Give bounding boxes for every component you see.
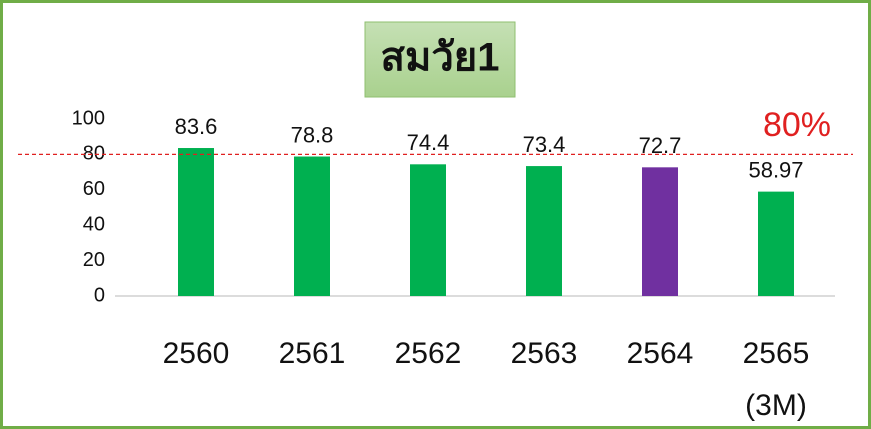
bar <box>642 167 678 296</box>
y-tick-label: 40 <box>83 213 105 235</box>
bar <box>758 191 794 296</box>
x-tick-label: 2564 <box>626 337 694 370</box>
bar <box>526 166 562 296</box>
bar <box>178 148 214 296</box>
x-tick-label: 2562 <box>394 337 462 370</box>
data-label: 78.8 <box>291 122 334 147</box>
x-tick-label: 2563 <box>510 337 578 370</box>
data-label: 73.4 <box>523 132 566 157</box>
x-tick-label-box: 2563 <box>510 337 578 370</box>
bar <box>410 164 446 296</box>
y-tick-label: 20 <box>83 249 105 271</box>
x-tick-label: 2561 <box>278 337 346 370</box>
data-label: 74.4 <box>407 130 450 155</box>
x-tick-label-box: 2564 <box>626 337 694 370</box>
x-tick-label-box: 2562 <box>394 337 462 370</box>
bar <box>294 156 330 296</box>
reference-label: 80% <box>763 106 831 144</box>
y-tick-label: 100 <box>72 107 105 129</box>
title-box <box>364 21 516 98</box>
x-tick-label: 2560 <box>162 337 230 370</box>
data-label: 72.7 <box>639 133 682 158</box>
y-tick-label: 0 <box>94 284 105 306</box>
data-label: 58.97 <box>748 157 803 182</box>
y-tick-label: 80 <box>83 143 105 165</box>
x-tick-label-box: 2560 <box>162 337 230 370</box>
data-label: 83.6 <box>175 114 218 139</box>
x-tick-label: 2565 (3M) <box>742 337 810 422</box>
x-tick-label-box: 2561 <box>278 337 346 370</box>
y-tick-label: 60 <box>83 178 105 200</box>
chart-title: สมวัย1 <box>381 36 500 80</box>
x-tick-label-box: 2565 (3M) <box>742 337 810 422</box>
